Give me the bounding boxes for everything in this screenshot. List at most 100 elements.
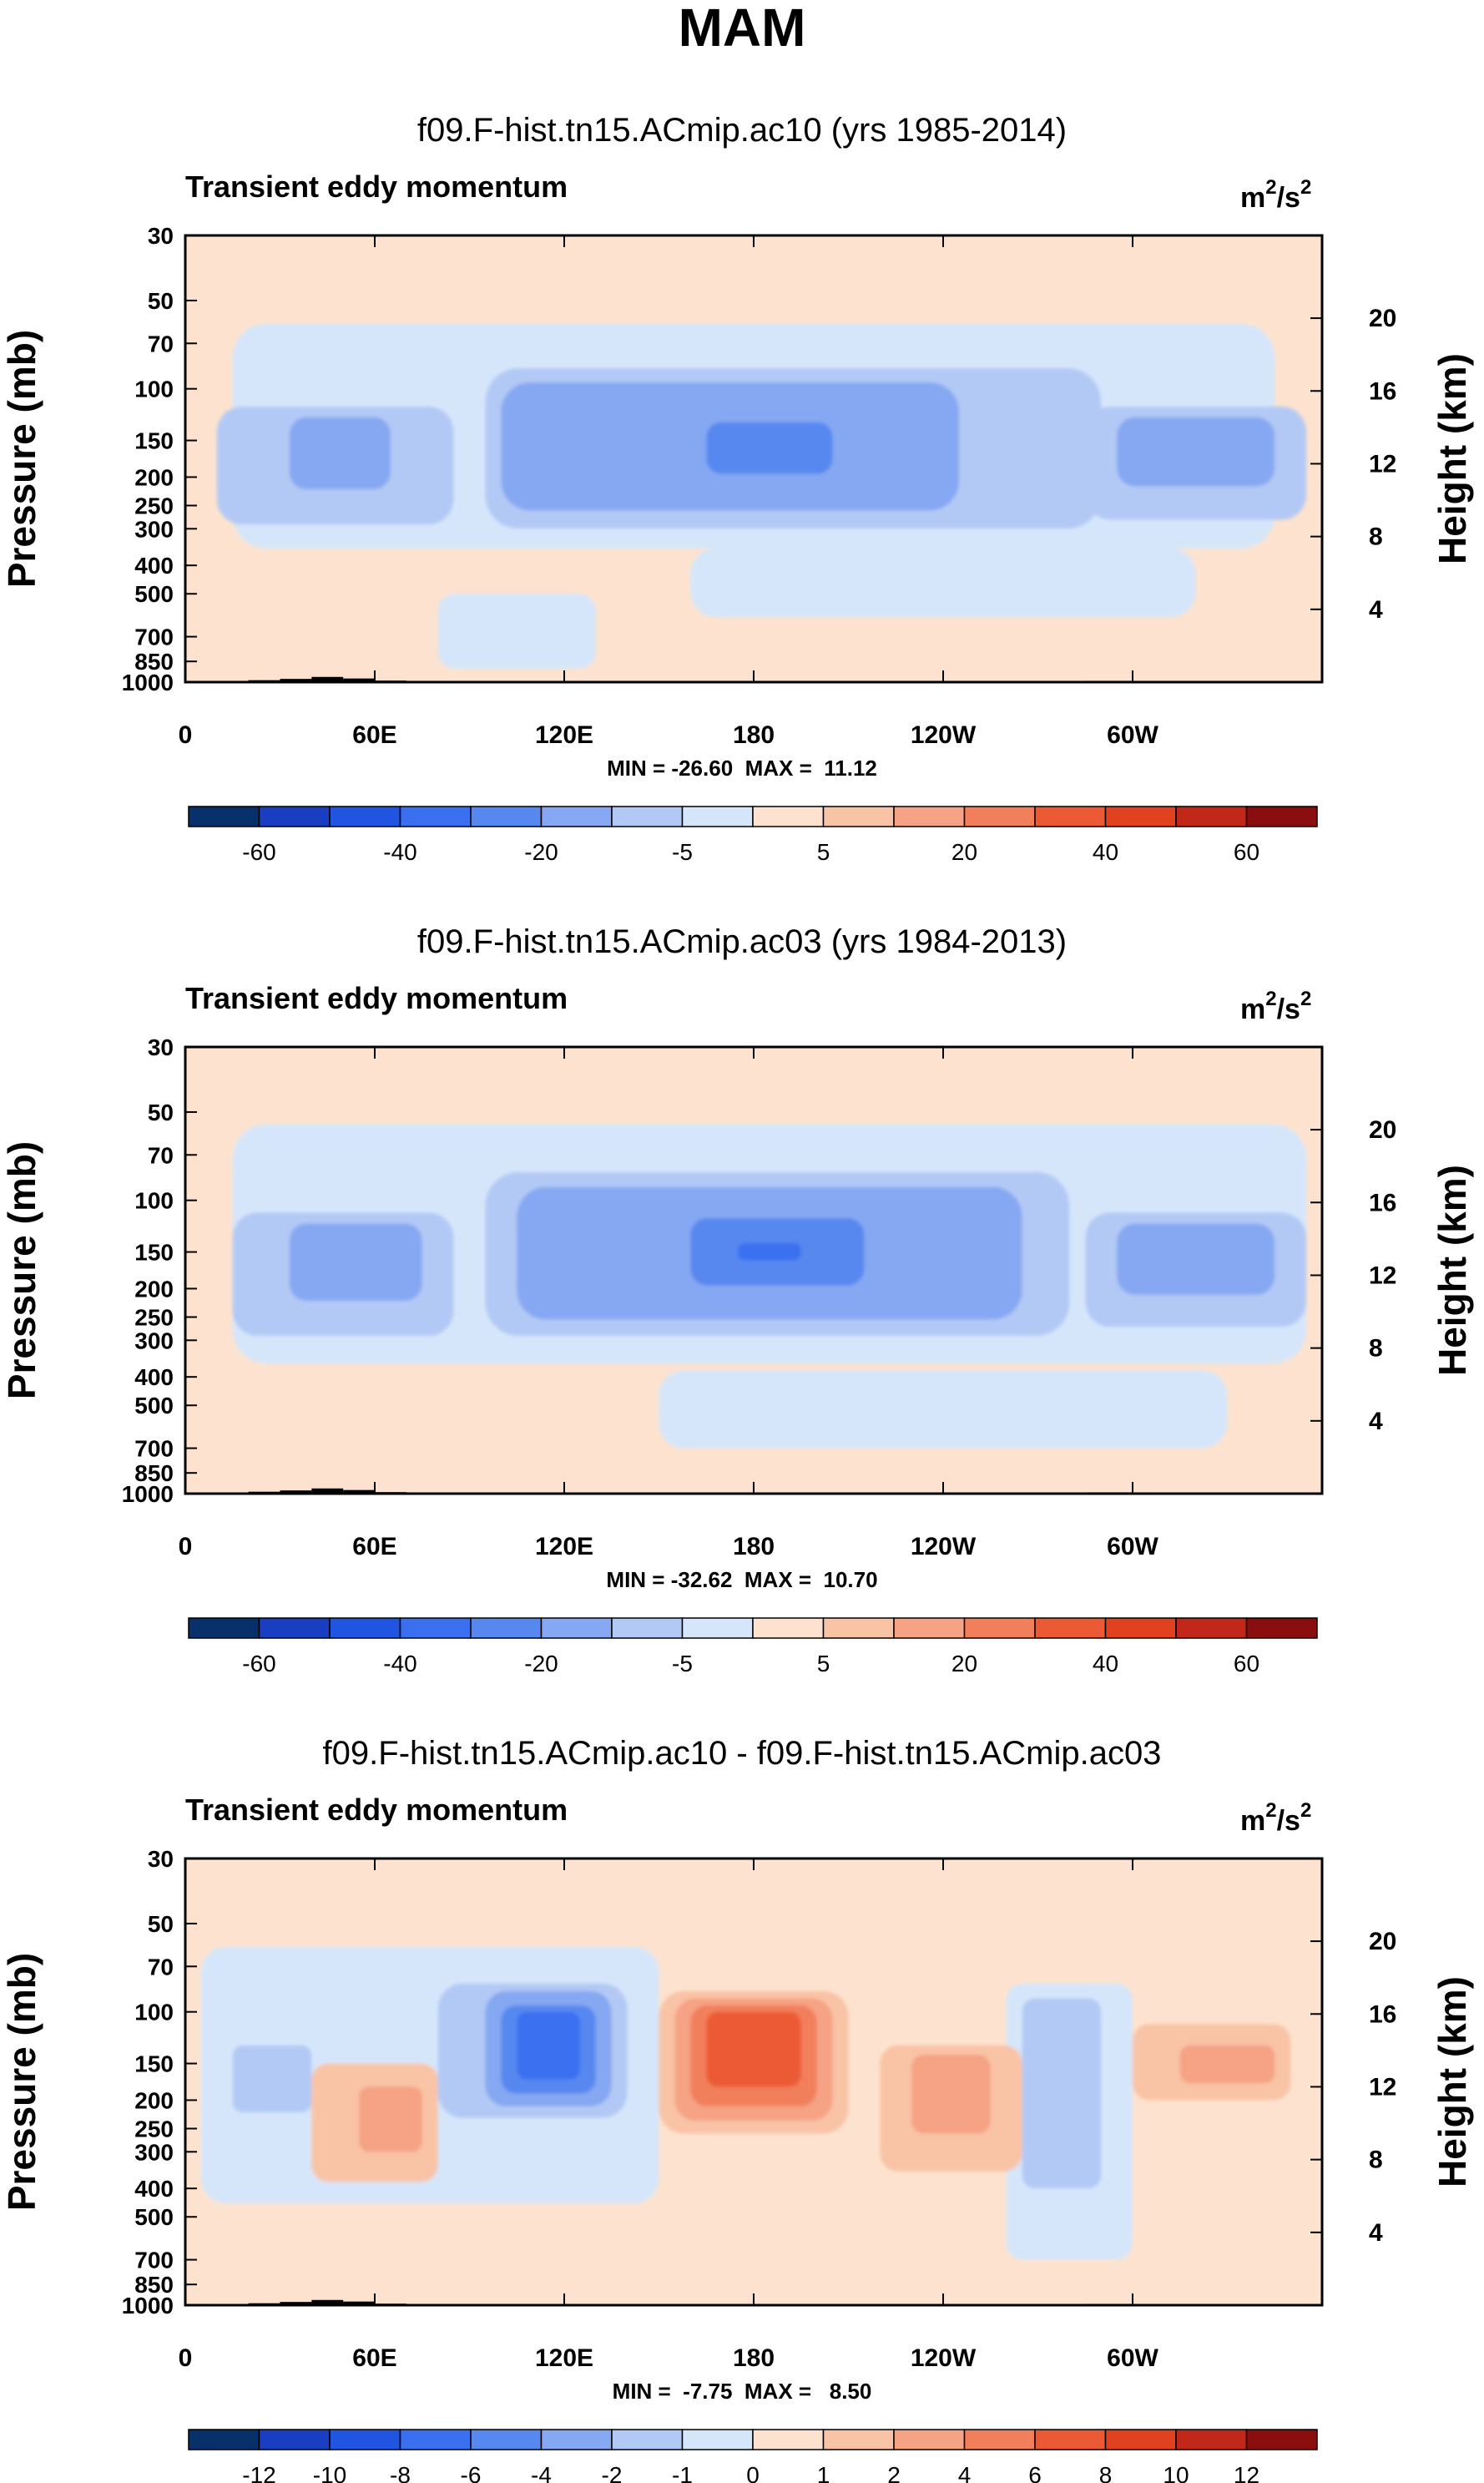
pressure-tick-label: 700 bbox=[134, 2248, 174, 2273]
height-tick-label: 8 bbox=[1369, 2147, 1383, 2174]
pressure-tick-label: 400 bbox=[134, 1364, 174, 1390]
panel-2: f09.F-hist.tn15.ACmip.ac03 (yrs 1984-201… bbox=[0, 923, 1474, 1676]
colorbar-label: 5 bbox=[817, 839, 830, 865]
colorbar-swatch bbox=[611, 1617, 684, 1639]
colorbar-swatch bbox=[188, 1617, 260, 1639]
pressure-tick-label: 70 bbox=[148, 331, 174, 357]
colorbar-swatch bbox=[470, 2429, 543, 2450]
colorbar-label: -1 bbox=[672, 2462, 693, 2483]
colorbar-swatch bbox=[822, 806, 895, 827]
pressure-tick-label: 250 bbox=[134, 1304, 174, 1330]
contour-region bbox=[1022, 1998, 1102, 2189]
colorbar-label: 2 bbox=[887, 2462, 901, 2483]
colorbar-label: 0 bbox=[746, 2462, 760, 2483]
colorbar-swatch bbox=[611, 2429, 684, 2450]
lon-tick-label: 0 bbox=[179, 721, 193, 749]
colorbar-label: -8 bbox=[390, 2462, 411, 2483]
colorbar-swatch bbox=[329, 1617, 401, 1639]
colorbar-swatch bbox=[540, 806, 613, 827]
height-tick-label: 16 bbox=[1369, 2000, 1396, 2028]
colorbar-label: 20 bbox=[951, 1651, 977, 1676]
colorbar-label: -5 bbox=[672, 839, 693, 865]
pressure-tick-label: 500 bbox=[134, 581, 174, 607]
height-tick-label: 4 bbox=[1369, 1408, 1383, 1435]
y-axis-title-right: Height (km) bbox=[1431, 353, 1474, 564]
lon-tick-label: 60E bbox=[352, 721, 396, 749]
colorbar-label: 12 bbox=[1234, 2462, 1259, 2483]
colorbar-swatch bbox=[540, 1617, 613, 1639]
panel-title: f09.F-hist.tn15.ACmip.ac10 (yrs 1985-201… bbox=[417, 112, 1067, 149]
height-tick-label: 4 bbox=[1369, 596, 1383, 624]
y-axis-title: Pressure (mb) bbox=[0, 1141, 43, 1399]
colorbar-label: 40 bbox=[1093, 839, 1118, 865]
colorbar-swatch bbox=[963, 1617, 1036, 1639]
pressure-tick-label: 400 bbox=[134, 2176, 174, 2202]
colorbar-swatch bbox=[752, 2429, 825, 2450]
pressure-tick-label: 100 bbox=[134, 1188, 174, 1214]
pressure-tick-label: 300 bbox=[134, 1327, 174, 1353]
colorbar-swatch bbox=[893, 1617, 966, 1639]
height-tick-label: 8 bbox=[1369, 523, 1383, 551]
pressure-tick-label: 1000 bbox=[122, 670, 174, 695]
pressure-tick-label: 100 bbox=[134, 2000, 174, 2025]
pressure-tick-label: 250 bbox=[134, 493, 174, 518]
pressure-tick-label: 50 bbox=[148, 1911, 174, 1937]
y-axis-title-right: Height (km) bbox=[1431, 1976, 1474, 2187]
y-axis-title: Pressure (mb) bbox=[0, 330, 43, 588]
colorbar-label: -2 bbox=[602, 2462, 623, 2483]
contour-region bbox=[1117, 417, 1275, 487]
colorbar-swatch bbox=[1245, 806, 1318, 827]
min-max-stats: MIN = -32.62 MAX = 10.70 bbox=[606, 1567, 877, 1592]
lon-tick-label: 120E bbox=[535, 1533, 593, 1560]
min-max-stats: MIN = -7.75 MAX = 8.50 bbox=[613, 2379, 872, 2404]
colorbar-swatch bbox=[470, 806, 543, 827]
pressure-tick-label: 30 bbox=[148, 1034, 174, 1060]
lon-tick-label: 0 bbox=[179, 1533, 193, 1560]
colorbar-swatch bbox=[963, 806, 1036, 827]
topography-block bbox=[311, 676, 344, 682]
colorbar-swatch bbox=[681, 1617, 754, 1639]
colorbar-label: -5 bbox=[672, 1651, 693, 1676]
contour-region bbox=[911, 2055, 991, 2134]
colorbar-label: 10 bbox=[1163, 2462, 1189, 2483]
pressure-tick-label: 850 bbox=[134, 1460, 174, 1486]
colorbar-label: -40 bbox=[383, 839, 416, 865]
colorbar-label: 4 bbox=[958, 2462, 972, 2483]
contour-region bbox=[232, 2045, 312, 2112]
topography-block bbox=[280, 2302, 312, 2305]
colorbar-swatch bbox=[1104, 806, 1177, 827]
colorbar-swatch bbox=[1034, 1617, 1107, 1639]
colorbar-swatch bbox=[1034, 2429, 1107, 2450]
contour-region bbox=[659, 1370, 1228, 1449]
colorbar-label: -6 bbox=[461, 2462, 482, 2483]
pressure-tick-label: 70 bbox=[148, 1142, 174, 1168]
contour-region bbox=[289, 1223, 422, 1301]
topography-block bbox=[343, 678, 375, 682]
colorbar-label: 6 bbox=[1028, 2462, 1042, 2483]
colorbar-label: -60 bbox=[242, 839, 275, 865]
contour-region bbox=[1179, 2045, 1275, 2084]
height-tick-label: 20 bbox=[1369, 305, 1396, 332]
colorbar-label: -20 bbox=[524, 839, 558, 865]
colorbar-swatch bbox=[258, 2429, 331, 2450]
colorbar-label: 40 bbox=[1093, 1651, 1118, 1676]
topography-block bbox=[343, 2301, 375, 2305]
height-tick-label: 12 bbox=[1369, 1262, 1396, 1289]
lon-tick-label: 180 bbox=[733, 1533, 775, 1560]
panel-title: f09.F-hist.tn15.ACmip.ac10 - f09.F-hist.… bbox=[323, 1735, 1162, 1772]
colorbar-swatch bbox=[822, 1617, 895, 1639]
colorbar-swatch bbox=[752, 806, 825, 827]
colorbar-swatch bbox=[399, 1617, 472, 1639]
colorbar-swatch bbox=[399, 806, 472, 827]
height-tick-label: 20 bbox=[1369, 1928, 1396, 1955]
contour-region bbox=[289, 417, 391, 489]
colorbar-swatch bbox=[540, 2429, 613, 2450]
height-tick-label: 16 bbox=[1369, 377, 1396, 405]
lon-tick-label: 120E bbox=[535, 721, 593, 749]
height-tick-label: 16 bbox=[1369, 1189, 1396, 1216]
colorbar-label: -60 bbox=[242, 1651, 275, 1676]
colorbar-label: -10 bbox=[313, 2462, 346, 2483]
pressure-tick-label: 700 bbox=[134, 625, 174, 650]
colorbar-label: 20 bbox=[951, 839, 977, 865]
